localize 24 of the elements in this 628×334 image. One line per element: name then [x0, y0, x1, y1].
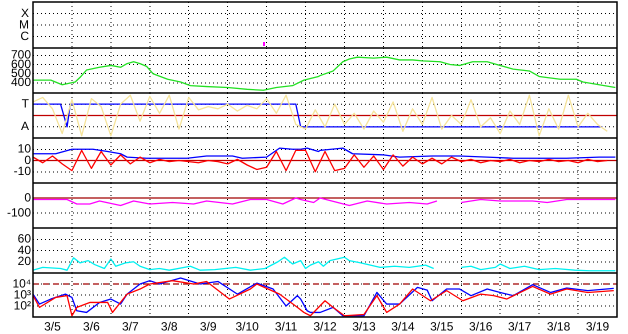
x-tick-label: 3/16	[469, 320, 493, 334]
x-tick-label: 3/18	[546, 320, 571, 334]
y-tick-label: -100	[6, 205, 32, 220]
x-tick-label: 3/10	[235, 320, 260, 334]
x-tick-label: 3/14	[391, 320, 415, 334]
x-tick-label: 3/17	[508, 320, 532, 334]
x-tick-label: 3/15	[430, 320, 454, 334]
y-tick-label: 0	[24, 190, 32, 204]
y-tick-label: 20	[18, 254, 32, 268]
x-tick-label: 3/13	[352, 320, 376, 334]
x-tick-label: 3/19	[586, 320, 610, 334]
y-tick-label: -10	[14, 164, 32, 178]
x-tick-label: 3/12	[313, 320, 337, 334]
x-tick-label: 3/6	[83, 320, 100, 334]
text: C	[20, 28, 30, 43]
x-tick-label: 3/5	[44, 320, 62, 334]
x-tick-label: 3/9	[200, 320, 217, 334]
x-tick-label: 3/11	[274, 320, 298, 334]
text: A	[20, 119, 29, 134]
text: T	[22, 96, 30, 111]
text: X	[20, 6, 29, 20]
x-tick-label: 3/8	[160, 320, 178, 334]
x-tick-label: 3/7	[122, 320, 139, 334]
text: M	[19, 17, 29, 32]
